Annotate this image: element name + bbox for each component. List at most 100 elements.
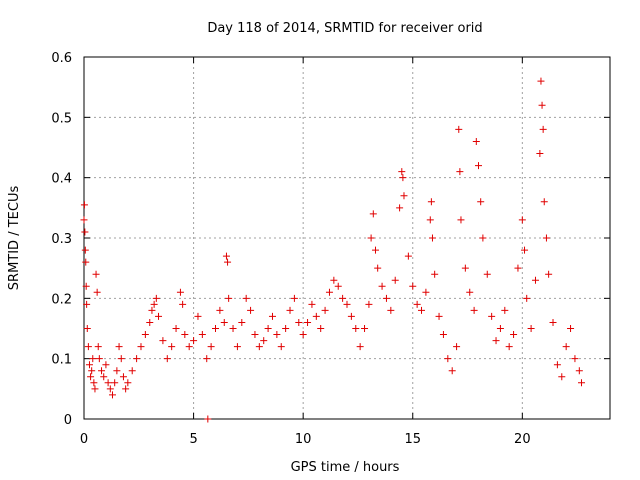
data-point <box>571 355 579 363</box>
data-point <box>89 355 97 363</box>
data-point <box>382 294 390 302</box>
data-point <box>212 325 219 332</box>
data-point <box>141 331 149 339</box>
data-point <box>282 325 290 332</box>
x-tick-label: 20 <box>514 432 531 447</box>
grid-lines <box>84 57 610 419</box>
data-point <box>194 312 202 320</box>
data-point <box>260 337 268 345</box>
data-point <box>207 343 215 351</box>
data-point <box>148 306 156 314</box>
data-point <box>268 312 276 320</box>
data-point <box>479 234 487 242</box>
data-point <box>83 325 91 332</box>
data-point <box>549 318 557 326</box>
data-point <box>108 391 116 399</box>
data-point <box>290 294 298 302</box>
x-axis-label: GPS time / hours <box>291 460 400 475</box>
y-tick-label: 0.6 <box>51 51 72 66</box>
data-point <box>523 294 531 302</box>
data-point <box>225 294 233 302</box>
data-point <box>477 198 485 206</box>
data-point <box>117 355 125 363</box>
data-point <box>312 312 320 320</box>
data-point <box>472 137 480 145</box>
data-point <box>247 306 255 314</box>
data-point <box>521 246 529 254</box>
data-point <box>536 150 544 158</box>
data-point <box>540 198 548 206</box>
x-tick-label: 0 <box>80 432 88 447</box>
x-tick-label: 15 <box>404 432 421 447</box>
data-point <box>371 246 379 254</box>
tick-marks <box>83 56 610 420</box>
data-point <box>455 125 463 133</box>
data-point <box>85 361 93 369</box>
data-point <box>488 312 496 320</box>
data-point <box>367 234 375 242</box>
data-point <box>475 162 482 170</box>
data-point <box>295 318 303 326</box>
data-point <box>321 306 329 314</box>
data-point <box>176 288 184 296</box>
data-point <box>470 306 478 314</box>
data-point <box>111 379 119 387</box>
data-point <box>308 300 316 308</box>
data-point <box>159 337 167 345</box>
data-point <box>461 264 469 272</box>
data-point <box>456 168 464 176</box>
plot-border <box>83 56 611 420</box>
data-point <box>224 258 232 266</box>
y-tick-label: 0.2 <box>51 292 72 307</box>
data-point <box>422 288 430 296</box>
chart-title: Day 118 of 2014, SRMTID for receiver ori… <box>207 21 482 36</box>
data-point <box>537 77 545 85</box>
data-point <box>374 264 382 272</box>
data-point <box>163 355 171 363</box>
data-point <box>152 294 160 302</box>
y-tick-label: 0 <box>64 413 72 428</box>
data-point <box>91 385 99 393</box>
data-point <box>185 343 193 351</box>
data-point <box>352 325 360 332</box>
data-point <box>229 325 237 332</box>
data-point <box>334 282 342 290</box>
data-point <box>100 373 108 381</box>
data-point <box>82 282 90 290</box>
data-point <box>444 355 452 363</box>
data-point <box>87 373 95 381</box>
data-point <box>299 331 307 339</box>
data-point <box>238 318 246 326</box>
data-point <box>567 325 575 332</box>
data-point <box>361 325 369 332</box>
data-point <box>404 252 412 260</box>
data-point <box>216 306 224 314</box>
data-point <box>339 294 347 302</box>
data-point <box>427 198 435 206</box>
data-point <box>435 312 443 320</box>
data-point <box>453 343 461 351</box>
data-point <box>242 294 250 302</box>
data-point <box>181 331 189 339</box>
data-point <box>104 379 112 387</box>
y-axis-label: SRMTID / TECUs <box>7 186 22 291</box>
data-point <box>150 300 158 308</box>
data-point <box>431 270 439 278</box>
data-point <box>514 264 522 272</box>
data-point <box>222 252 230 260</box>
data-point <box>399 174 407 182</box>
data-point <box>553 361 561 369</box>
data-point <box>356 343 364 351</box>
data-point <box>203 355 211 363</box>
data-point <box>80 216 88 224</box>
data-point <box>220 318 228 326</box>
data-point <box>505 343 513 351</box>
data-point <box>264 325 272 332</box>
data-point <box>325 288 333 296</box>
data-point <box>409 282 417 290</box>
data-point <box>466 288 474 296</box>
data-point <box>492 337 500 345</box>
data-point <box>378 282 386 290</box>
data-point <box>398 168 406 176</box>
data-point <box>251 331 259 339</box>
